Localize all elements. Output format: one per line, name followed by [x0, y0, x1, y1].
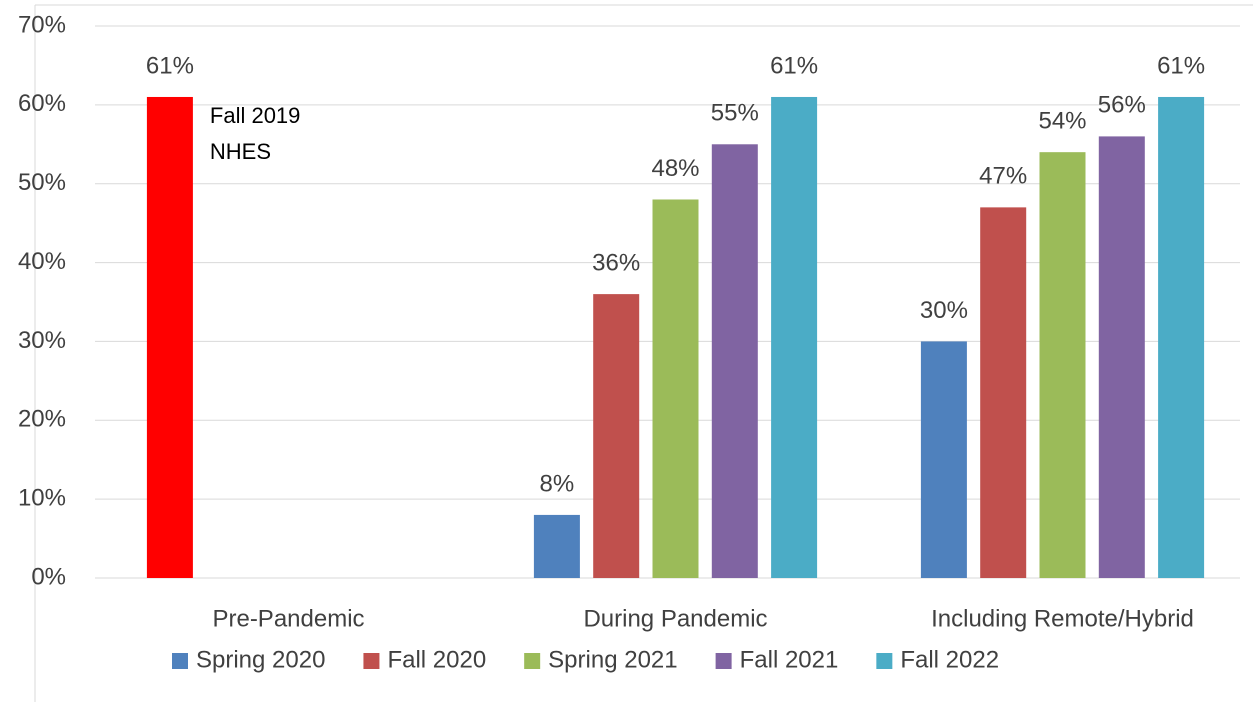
- legend-swatch: [363, 653, 380, 669]
- y-tick-label: 50%: [18, 169, 66, 196]
- value-label: 56%: [1098, 92, 1146, 119]
- value-label: 47%: [979, 163, 1027, 190]
- y-tick-label: 40%: [18, 248, 66, 275]
- legend-label: Spring 2020: [196, 646, 325, 673]
- y-tick-label: 0%: [31, 563, 66, 590]
- y-tick-label: 30%: [18, 327, 66, 354]
- x-tick-label: Pre-Pandemic: [212, 605, 364, 632]
- annotation: Fall 2019: [210, 103, 301, 128]
- y-tick-label: 70%: [18, 11, 66, 38]
- legend-swatch: [715, 653, 732, 669]
- legend-swatch: [524, 653, 541, 669]
- value-label: 61%: [1157, 52, 1205, 79]
- bar: [1158, 96, 1205, 578]
- bar: [711, 144, 758, 579]
- x-tick-label: Including Remote/Hybrid: [931, 605, 1194, 632]
- value-label: 30%: [920, 297, 968, 324]
- value-label: 8%: [540, 470, 575, 497]
- bar: [593, 294, 640, 578]
- y-tick-label: 20%: [18, 406, 66, 433]
- y-tick-label: 60%: [18, 90, 66, 117]
- bar: [980, 207, 1027, 578]
- y-tick-label: 10%: [18, 484, 66, 511]
- value-label: 61%: [146, 52, 194, 79]
- legend-label: Fall 2022: [900, 646, 999, 673]
- x-tick-label: During Pandemic: [583, 605, 767, 632]
- value-label: 54%: [1038, 108, 1086, 135]
- bar: [771, 96, 818, 578]
- legend-label: Fall 2021: [740, 646, 839, 673]
- annotation: NHES: [210, 139, 271, 164]
- legend-swatch: [172, 653, 188, 669]
- legend-swatch: [876, 653, 893, 669]
- value-label: 48%: [651, 155, 699, 182]
- bar: [1039, 152, 1086, 578]
- bar: [533, 514, 580, 578]
- legend-label: Fall 2020: [387, 646, 486, 673]
- bar: [146, 96, 193, 578]
- bar: [920, 341, 967, 578]
- legend-label: Spring 2021: [548, 646, 677, 673]
- value-label: 61%: [770, 52, 818, 79]
- bar: [1098, 136, 1145, 578]
- bar: [652, 199, 699, 578]
- value-label: 36%: [592, 249, 640, 276]
- value-label: 55%: [711, 100, 759, 127]
